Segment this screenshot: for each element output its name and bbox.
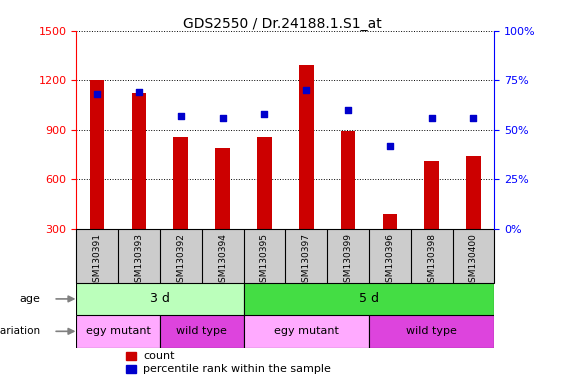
Text: count: count [143,351,175,361]
Bar [127,365,136,373]
Text: GSM130394: GSM130394 [218,233,227,288]
Bar [369,315,494,348]
Text: GSM130398: GSM130398 [427,233,436,288]
Text: GSM130391: GSM130391 [93,233,102,288]
Bar [76,315,160,348]
Bar [132,93,146,229]
Bar [257,137,272,229]
Bar [244,283,494,315]
Text: 5 d: 5 d [359,293,379,305]
Text: egy mutant: egy mutant [274,326,338,336]
Text: wild type: wild type [406,326,457,336]
Point [176,113,185,119]
Bar [466,156,481,229]
Bar [424,161,439,229]
Bar [244,315,369,348]
Point [385,142,394,149]
Point [93,91,102,97]
Point [260,111,269,117]
Text: GSM130399: GSM130399 [344,233,353,288]
Bar [90,80,105,229]
Bar [341,131,355,229]
Text: wild type: wild type [176,326,227,336]
Point [469,115,478,121]
Text: GSM130392: GSM130392 [176,233,185,288]
Point [134,89,144,95]
Point [427,115,436,121]
Bar [160,315,244,348]
Text: GSM130400: GSM130400 [469,233,478,288]
Point [344,107,353,113]
Text: GSM130396: GSM130396 [385,233,394,288]
Bar [299,65,314,229]
Text: GSM130397: GSM130397 [302,233,311,288]
Bar [173,137,188,229]
Text: egy mutant: egy mutant [86,326,150,336]
Text: genotype/variation: genotype/variation [0,326,41,336]
Text: percentile rank within the sample: percentile rank within the sample [143,364,331,374]
Bar [127,351,136,359]
Bar [215,148,230,229]
Text: age: age [20,294,41,304]
Text: GSM130395: GSM130395 [260,233,269,288]
Bar [383,214,397,229]
Bar [76,283,244,315]
Text: GDS2550 / Dr.24188.1.S1_at: GDS2550 / Dr.24188.1.S1_at [183,17,382,31]
Point [302,87,311,93]
Text: GSM130393: GSM130393 [134,233,144,288]
Text: 3 d: 3 d [150,293,170,305]
Point [218,115,227,121]
